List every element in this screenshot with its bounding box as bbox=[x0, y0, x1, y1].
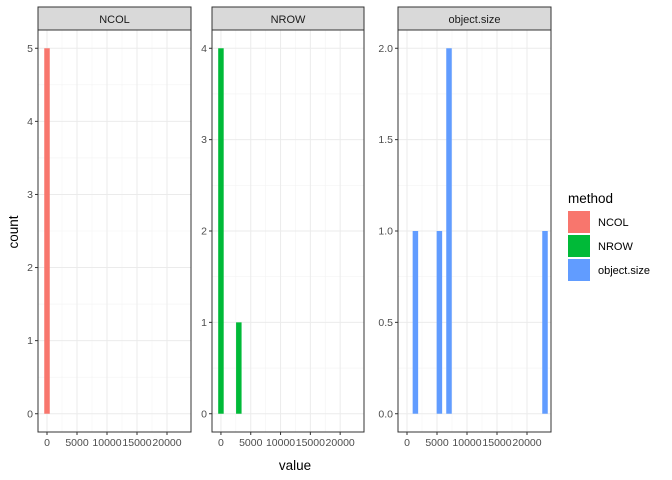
y-tick-label: 3 bbox=[27, 189, 33, 201]
histogram-bar bbox=[446, 48, 452, 414]
x-tick-label: 10000 bbox=[266, 437, 295, 449]
facet-panel-2: object.size 0.0 0.5 1.0 1.5 2.0 0 5000 10000 1500… bbox=[378, 6, 552, 449]
histogram-bar bbox=[542, 231, 548, 414]
y-tick-label: 1.5 bbox=[378, 134, 393, 146]
x-axis-title: value bbox=[279, 458, 311, 473]
histogram-bar bbox=[218, 48, 224, 414]
x-tick-label: 15000 bbox=[482, 437, 511, 449]
y-tick-label: 0 bbox=[27, 408, 33, 420]
x-tick-label: 0 bbox=[218, 437, 224, 449]
y-tick-label: 0 bbox=[201, 408, 207, 420]
x-tick-label: 15000 bbox=[296, 437, 325, 449]
y-tick-label: 4 bbox=[27, 116, 33, 128]
y-tick-label: 3 bbox=[201, 134, 207, 146]
histogram-bar bbox=[412, 231, 419, 414]
y-tick-label: 1 bbox=[27, 335, 33, 347]
x-tick-label: 5000 bbox=[239, 437, 263, 449]
histogram-bar bbox=[44, 48, 50, 414]
x-tick-label: 20000 bbox=[152, 437, 181, 449]
x-tick-label: 15000 bbox=[122, 437, 151, 449]
y-tick-label: 2.0 bbox=[378, 43, 393, 55]
x-tick-label: 20000 bbox=[512, 437, 541, 449]
y-tick-label: 5 bbox=[27, 43, 33, 55]
legend-label: NCOL bbox=[598, 217, 629, 229]
y-tick-label: 2 bbox=[201, 226, 207, 238]
panel-border bbox=[37, 29, 192, 433]
y-tick-label: 0.0 bbox=[378, 408, 393, 420]
y-tick-label: 0.5 bbox=[378, 317, 393, 329]
legend-key bbox=[568, 235, 590, 257]
legend-label: NROW bbox=[598, 241, 633, 253]
x-tick-label: 5000 bbox=[65, 437, 89, 449]
x-tick-label: 5000 bbox=[425, 437, 449, 449]
x-tick-label: 10000 bbox=[92, 437, 121, 449]
x-tick-label: 0 bbox=[404, 437, 410, 449]
facet-strip-label: object.size bbox=[449, 14, 501, 26]
legend-label: object.size bbox=[598, 265, 650, 277]
x-tick-label: 20000 bbox=[326, 437, 355, 449]
legend-entries: NCOL NROW object.size bbox=[568, 211, 650, 281]
x-tick-label: 0 bbox=[44, 437, 50, 449]
legend-title: method bbox=[568, 191, 613, 206]
legend-key bbox=[568, 259, 590, 281]
legend: method NCOL NROW object.size bbox=[568, 191, 650, 281]
y-tick-label: 1 bbox=[201, 317, 207, 329]
y-tick-label: 4 bbox=[201, 43, 207, 55]
y-axis-title: count bbox=[6, 215, 21, 248]
histogram-bar bbox=[436, 231, 443, 414]
facet-strip-label: NROW bbox=[271, 14, 306, 26]
facet-strip-label: NCOL bbox=[99, 14, 130, 26]
x-tick-label: 10000 bbox=[452, 437, 481, 449]
histogram-bar bbox=[236, 322, 242, 414]
legend-key bbox=[568, 211, 590, 233]
y-tick-label: 2 bbox=[27, 262, 33, 274]
y-tick-label: 1.0 bbox=[378, 226, 393, 238]
facet-panel-1: NROW 0 1 2 3 4 0 5000 10000 15000 20000 bbox=[201, 6, 365, 449]
facet-panel-0: NCOL 0 1 2 3 4 5 0 5000 10000 15000 20000 bbox=[27, 6, 192, 449]
